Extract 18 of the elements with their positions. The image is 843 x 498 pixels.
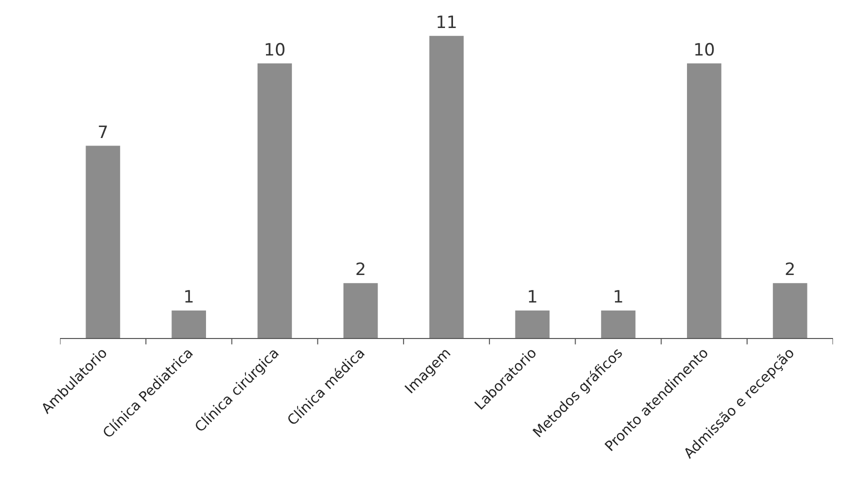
bar bbox=[172, 310, 206, 338]
data-label: 2 bbox=[355, 260, 366, 280]
bar bbox=[258, 63, 292, 338]
data-label: 10 bbox=[264, 40, 286, 60]
bar bbox=[515, 310, 550, 338]
data-label: 1 bbox=[183, 288, 194, 308]
data-label: 11 bbox=[436, 12, 458, 33]
data-label: 2 bbox=[784, 260, 796, 280]
bar bbox=[86, 146, 120, 338]
bar bbox=[601, 310, 636, 338]
data-label: 10 bbox=[693, 40, 715, 60]
bar bbox=[429, 36, 464, 338]
bar bbox=[343, 283, 378, 338]
bar bbox=[772, 283, 808, 338]
bar bbox=[686, 63, 722, 338]
data-label: 1 bbox=[612, 288, 624, 308]
data-label: 1 bbox=[526, 288, 538, 308]
data-label: 7 bbox=[98, 122, 108, 143]
